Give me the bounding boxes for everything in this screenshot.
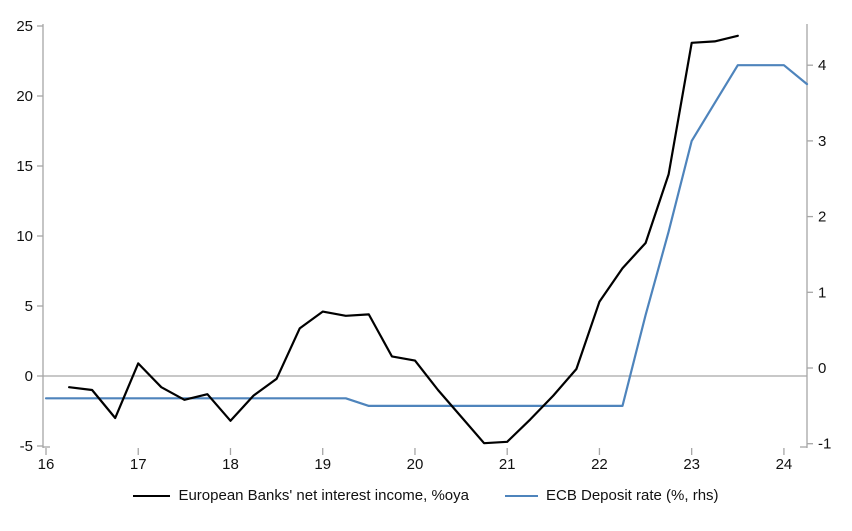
left-axis-tick-label: 20 [16, 88, 33, 105]
left-axis-tick-label: 5 [25, 298, 33, 315]
legend-item-ecb-deposit-rate: ECB Deposit rate (%, rhs) [504, 487, 719, 504]
right-axis-tick-label: 4 [818, 57, 826, 74]
series-line-net-interest-income [67, 34, 739, 445]
right-axis-tick-label: 0 [818, 360, 826, 377]
legend-item-net-interest-income: European Banks' net interest income, %oy… [133, 487, 469, 504]
chart-legend: European Banks' net interest income, %oy… [0, 487, 852, 504]
series-line-ecb-deposit-rate [44, 64, 809, 407]
x-axis-tick-label: 21 [499, 456, 516, 473]
x-axis-tick-label: 23 [683, 456, 700, 473]
left-axis-tick-label: -5 [20, 438, 33, 455]
left-axis-tick-label: 0 [25, 368, 33, 385]
left-axis-tick-label: 15 [16, 158, 33, 175]
x-axis-tick-label: 19 [314, 456, 331, 473]
x-axis-tick-label: 17 [130, 456, 147, 473]
legend-line-sample-black [133, 494, 171, 497]
right-axis-tick-label: 2 [818, 209, 826, 226]
right-axis-tick-label: -1 [818, 436, 831, 453]
left-axis-tick-label: 25 [16, 18, 33, 35]
left-axis-tick-label: 10 [16, 228, 33, 245]
legend-label-net-interest-income: European Banks' net interest income, %oy… [178, 487, 469, 504]
x-axis-tick-label: 20 [407, 456, 424, 473]
x-axis-tick-label: 16 [38, 456, 55, 473]
right-axis-tick-label: 3 [818, 133, 826, 150]
x-axis-tick-label: 18 [222, 456, 239, 473]
x-axis-tick-label: 24 [776, 456, 793, 473]
legend-line-sample-blue [504, 494, 538, 497]
x-axis-tick-label: 22 [591, 456, 608, 473]
legend-label-ecb-deposit-rate: ECB Deposit rate (%, rhs) [545, 487, 719, 504]
right-axis-tick-label: 1 [818, 284, 826, 301]
